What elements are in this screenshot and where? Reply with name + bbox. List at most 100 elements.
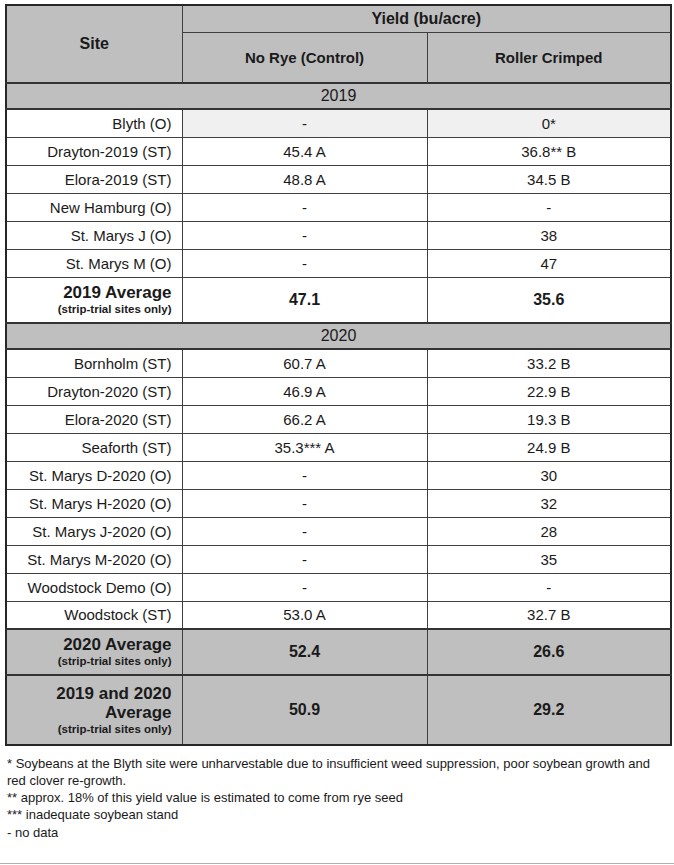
roller-crimped-value-cell: 38 (427, 221, 671, 249)
grand-average-roller-crimped-value: 29.2 (427, 675, 671, 745)
site-cell: Bornholm (ST) (6, 349, 182, 377)
grand-average-row: 2019 and 2020 Average(strip-trial sites … (6, 675, 671, 745)
table-row: Elora-2019 (ST)48.8 A34.5 B (6, 165, 671, 193)
site-cell: Woodstock Demo (O) (6, 573, 182, 601)
roller-crimped-value-cell: 24.9 B (427, 433, 671, 461)
table-row: New Hamburg (O)-- (6, 193, 671, 221)
footnotes: * Soybeans at the Blyth site were unharv… (5, 746, 669, 841)
site-cell: Blyth (O) (6, 109, 182, 137)
no-rye-value-cell: 45.4 A (182, 137, 427, 165)
table-row: Bornholm (ST)60.7 A33.2 B (6, 349, 671, 377)
no-rye-value-cell: - (182, 489, 427, 517)
average-label: 2019 Average (7, 283, 172, 303)
average-label-cell: 2019 Average(strip-trial sites only) (6, 277, 182, 323)
roller-crimped-value-cell: 36.8** B (427, 137, 671, 165)
site-cell: St. Marys D-2020 (O) (6, 461, 182, 489)
roller-crimped-value-cell: - (427, 573, 671, 601)
year-band-row: 2020 (6, 323, 671, 349)
average-roller-crimped-value: 35.6 (427, 277, 671, 323)
table-row: Seaforth (ST)35.3*** A24.9 B (6, 433, 671, 461)
no-rye-value-cell: 48.8 A (182, 165, 427, 193)
table-row: Woodstock (ST)53.0 A32.7 B (6, 601, 671, 629)
grand-average-label: 2019 and 2020 Average (7, 684, 172, 723)
site-cell: Woodstock (ST) (6, 601, 182, 629)
grand-average-sublabel: (strip-trial sites only) (7, 723, 172, 737)
footnote: - no data (7, 824, 667, 841)
table-row: Woodstock Demo (O)-- (6, 573, 671, 601)
average-sublabel: (strip-trial sites only) (7, 655, 172, 669)
no-rye-value-cell: - (182, 109, 427, 137)
table-row: St. Marys M (O)-47 (6, 249, 671, 277)
table-row: Elora-2020 (ST)66.2 A19.3 B (6, 405, 671, 433)
site-column-header: Site (6, 5, 182, 83)
no-rye-value-cell: 66.2 A (182, 405, 427, 433)
roller-crimped-value-cell: 19.3 B (427, 405, 671, 433)
year-band-row: 2019 (6, 83, 671, 109)
roller-crimped-value-cell: 32.7 B (427, 601, 671, 629)
no-rye-value-cell: 60.7 A (182, 349, 427, 377)
roller-crimped-value-cell: 28 (427, 517, 671, 545)
roller-crimped-value-cell: 33.2 B (427, 349, 671, 377)
footnote: * Soybeans at the Blyth site were unharv… (7, 755, 667, 789)
year-band-label: 2020 (6, 323, 671, 349)
average-sublabel: (strip-trial sites only) (7, 303, 172, 317)
roller-crimped-value-cell: - (427, 193, 671, 221)
year-band-label: 2019 (6, 83, 671, 109)
header-row-group: Site Yield (bu/acre) (6, 5, 671, 32)
site-cell: Seaforth (ST) (6, 433, 182, 461)
no-rye-value-cell: - (182, 517, 427, 545)
average-label: 2020 Average (7, 635, 172, 655)
yield-group-header: Yield (bu/acre) (182, 5, 671, 32)
site-cell: St. Marys J-2020 (O) (6, 517, 182, 545)
table-row: Drayton-2019 (ST)45.4 A36.8** B (6, 137, 671, 165)
roller-crimped-value-cell: 34.5 B (427, 165, 671, 193)
table-row: Blyth (O)-0* (6, 109, 671, 137)
site-cell: Drayton-2020 (ST) (6, 377, 182, 405)
site-cell: Drayton-2019 (ST) (6, 137, 182, 165)
average-roller-crimped-value: 26.6 (427, 629, 671, 675)
site-cell: Elora-2019 (ST) (6, 165, 182, 193)
roller-crimped-column-header: Roller Crimped (427, 32, 671, 83)
footnote: *** inadequate soybean stand (7, 806, 667, 823)
roller-crimped-value-cell: 35 (427, 545, 671, 573)
table-header: Site Yield (bu/acre) No Rye (Control) Ro… (6, 5, 671, 83)
table-row: St. Marys D-2020 (O)-30 (6, 461, 671, 489)
bottom-divider (0, 863, 674, 864)
yield-table: Site Yield (bu/acre) No Rye (Control) Ro… (5, 4, 672, 746)
no-rye-value-cell: 35.3*** A (182, 433, 427, 461)
table-row: St. Marys H-2020 (O)-32 (6, 489, 671, 517)
average-no-rye-value: 52.4 (182, 629, 427, 675)
roller-crimped-value-cell: 30 (427, 461, 671, 489)
table-row: St. Marys M-2020 (O)-35 (6, 545, 671, 573)
no-rye-value-cell: - (182, 221, 427, 249)
site-cell: St. Marys H-2020 (O) (6, 489, 182, 517)
average-label-cell: 2020 Average(strip-trial sites only) (6, 629, 182, 675)
no-rye-column-header: No Rye (Control) (182, 32, 427, 83)
no-rye-value-cell: - (182, 461, 427, 489)
roller-crimped-value-cell: 0* (427, 109, 671, 137)
table-body: 2019Blyth (O)-0*Drayton-2019 (ST)45.4 A3… (6, 83, 671, 745)
table-row: St. Marys J-2020 (O)-28 (6, 517, 671, 545)
no-rye-value-cell: 46.9 A (182, 377, 427, 405)
no-rye-value-cell: - (182, 573, 427, 601)
page: Site Yield (bu/acre) No Rye (Control) Ro… (0, 0, 674, 865)
grand-average-label-cell: 2019 and 2020 Average(strip-trial sites … (6, 675, 182, 745)
no-rye-value-cell: - (182, 249, 427, 277)
roller-crimped-value-cell: 47 (427, 249, 671, 277)
no-rye-value-cell: - (182, 545, 427, 573)
table-row: St. Marys J (O)-38 (6, 221, 671, 249)
no-rye-value-cell: - (182, 193, 427, 221)
grand-average-no-rye-value: 50.9 (182, 675, 427, 745)
no-rye-value-cell: 53.0 A (182, 601, 427, 629)
site-cell: St. Marys M-2020 (O) (6, 545, 182, 573)
footnote: ** approx. 18% of this yield value is es… (7, 789, 667, 806)
average-row: 2019 Average(strip-trial sites only)47.1… (6, 277, 671, 323)
site-cell: New Hamburg (O) (6, 193, 182, 221)
roller-crimped-value-cell: 22.9 B (427, 377, 671, 405)
table-row: Drayton-2020 (ST)46.9 A22.9 B (6, 377, 671, 405)
site-cell: St. Marys J (O) (6, 221, 182, 249)
average-row: 2020 Average(strip-trial sites only)52.4… (6, 629, 671, 675)
site-cell: St. Marys M (O) (6, 249, 182, 277)
site-cell: Elora-2020 (ST) (6, 405, 182, 433)
average-no-rye-value: 47.1 (182, 277, 427, 323)
